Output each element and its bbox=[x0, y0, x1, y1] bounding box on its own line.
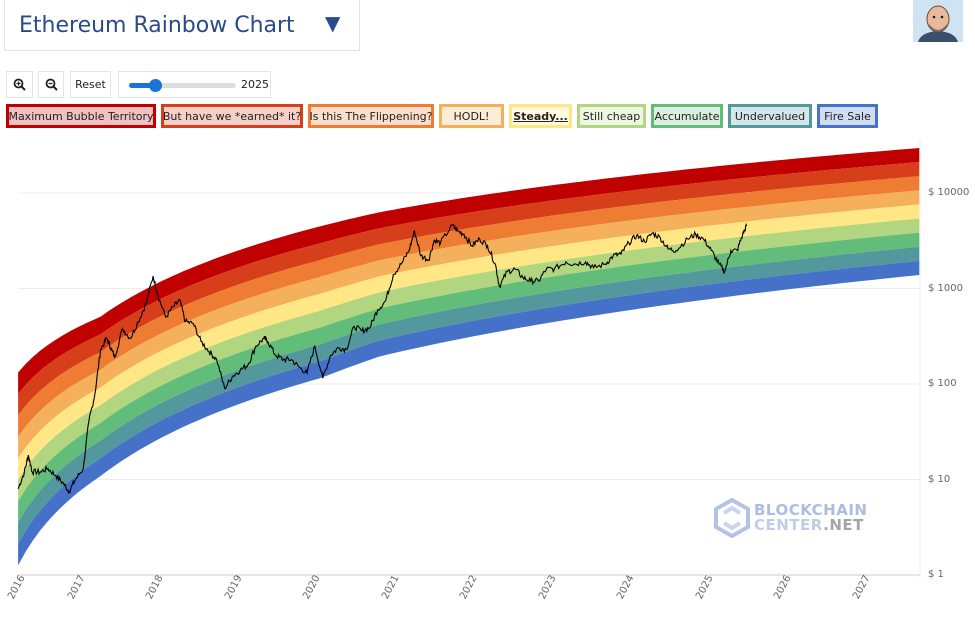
zoom-in-button[interactable] bbox=[6, 71, 33, 98]
band-legend: Maximum Bubble Territory But have we *ear… bbox=[6, 104, 878, 128]
rainbow-band-3 bbox=[18, 190, 920, 459]
chart-selector[interactable]: Ethereum Rainbow Chart ▼ bbox=[4, 0, 360, 51]
band-button-4[interactable]: Steady... bbox=[509, 104, 572, 128]
band-button-5[interactable]: Still cheap bbox=[577, 104, 646, 128]
rainbow-band-1 bbox=[18, 162, 920, 416]
y-tick-label: $ 10000 bbox=[928, 187, 970, 198]
y-tick-label: $ 100 bbox=[928, 378, 957, 389]
rainbow-band-6 bbox=[18, 232, 920, 523]
rainbow-band-0 bbox=[18, 148, 920, 394]
zoom-in-icon bbox=[13, 78, 26, 91]
eth-price-line bbox=[17, 222, 748, 495]
rainbow-band-4 bbox=[18, 204, 920, 480]
slider-fill bbox=[129, 83, 155, 88]
reset-label: Reset bbox=[75, 78, 106, 91]
blockchaincenter-logo: BLOCKCHAIN CENTER.NET bbox=[714, 498, 867, 538]
rainbow-band-5 bbox=[18, 218, 920, 502]
rainbow-band-8 bbox=[18, 260, 920, 566]
logo-line2: CENTER bbox=[754, 516, 824, 534]
band-button-7[interactable]: Undervalued bbox=[728, 104, 812, 128]
avatar[interactable] bbox=[913, 0, 963, 42]
rainbow-band-7 bbox=[18, 246, 920, 545]
triangle-down-icon[interactable]: ▼ bbox=[325, 11, 341, 35]
band-button-8[interactable]: Fire Sale bbox=[817, 104, 878, 128]
y-tick-label: $ 10 bbox=[928, 473, 951, 485]
band-button-2[interactable]: Is this The Flippening? bbox=[308, 104, 434, 128]
year-slider[interactable] bbox=[129, 79, 236, 92]
band-button-3[interactable]: HODL! bbox=[439, 104, 504, 128]
y-tick-label: $ 1000 bbox=[928, 282, 963, 294]
band-button-6[interactable]: Accumulate bbox=[651, 104, 723, 128]
y-tick-label: $ 1 bbox=[928, 569, 944, 580]
year-slider-box: 2025 bbox=[118, 71, 271, 98]
page-title: Ethereum Rainbow Chart bbox=[19, 12, 295, 38]
logo-line1: BLOCKCHAIN bbox=[754, 501, 868, 519]
slider-value: 2025 bbox=[241, 78, 269, 91]
zoom-out-icon bbox=[45, 78, 58, 91]
band-button-1[interactable]: But have we *earned* it? bbox=[161, 104, 303, 128]
band-button-0[interactable]: Maximum Bubble Territory bbox=[6, 104, 156, 128]
reset-button[interactable]: Reset bbox=[70, 71, 111, 98]
slider-thumb[interactable] bbox=[148, 79, 162, 92]
zoom-out-button[interactable] bbox=[38, 71, 64, 98]
rainbow-band-2 bbox=[18, 176, 920, 437]
logo-net: .NET bbox=[823, 516, 864, 534]
logo-cube-icon bbox=[714, 498, 750, 538]
